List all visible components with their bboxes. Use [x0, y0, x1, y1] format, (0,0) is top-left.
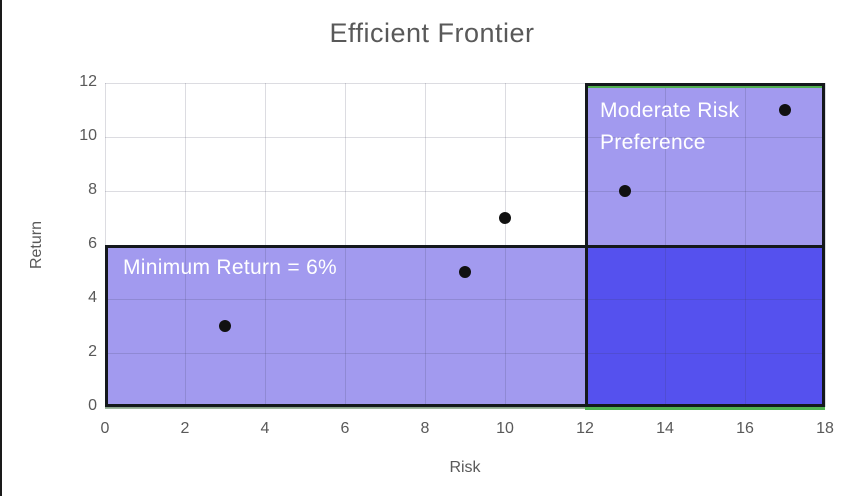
region-moderate-risk-border: [585, 83, 825, 407]
gridline-y-10: [105, 136, 825, 138]
plot-area: 0 2 4 6 8 10 12 14 16 18 0 2 4 6 8 10 12 Minimum Return =…: [79, 73, 834, 437]
x-tick-label-10: 10: [496, 420, 514, 437]
x-axis-title: Risk: [449, 459, 481, 476]
y-tick-label-0: 0: [88, 397, 97, 414]
x-tick-label-0: 0: [100, 420, 110, 437]
x-tick-label-6: 6: [340, 420, 350, 437]
data-point-1: [459, 266, 471, 278]
x-tick-label-8: 8: [420, 420, 430, 437]
gridline-y-12: [105, 82, 825, 84]
x-tick-label-4: 4: [260, 420, 270, 437]
gridline-y-8: [105, 190, 825, 192]
region-overlap-fill: [585, 245, 825, 407]
screenshot-left-border: [0, 0, 2, 496]
gridline-y-2: [105, 352, 825, 354]
data-point-0: [219, 320, 231, 332]
y-tick-label-10: 10: [79, 127, 97, 144]
y-tick-label-4: 4: [88, 289, 97, 306]
data-point-2: [499, 212, 511, 224]
y-tick-label-12: 12: [79, 73, 97, 90]
y-tick-label-6: 6: [88, 235, 97, 252]
x-tick-label-14: 14: [656, 420, 674, 437]
x-tick-label-16: 16: [736, 420, 754, 437]
region-label-minimum-return: Minimum Return = 6%: [123, 256, 338, 279]
accent-darkgreen-bottom-outer: [105, 407, 585, 409]
accent-green-bottom-outer: [585, 407, 825, 410]
x-tick-label-12: 12: [576, 420, 594, 437]
y-tick-label-2: 2: [88, 343, 97, 360]
x-tick-label-18: 18: [816, 420, 834, 437]
data-point-4: [779, 104, 791, 116]
gridline-y-4: [105, 298, 825, 300]
region-label-moderate-risk: Moderate Risk Preference: [600, 99, 740, 154]
accent-green-top-inner: [588, 86, 822, 88]
x-tick-label-2: 2: [180, 420, 190, 437]
chart-title: Efficient Frontier: [329, 18, 535, 48]
y-axis-title: Return: [28, 220, 45, 270]
gridline-x-18: [824, 83, 826, 407]
data-point-3: [619, 185, 631, 197]
y-tick-label-8: 8: [88, 181, 97, 198]
gridline-y-0: [105, 406, 825, 408]
